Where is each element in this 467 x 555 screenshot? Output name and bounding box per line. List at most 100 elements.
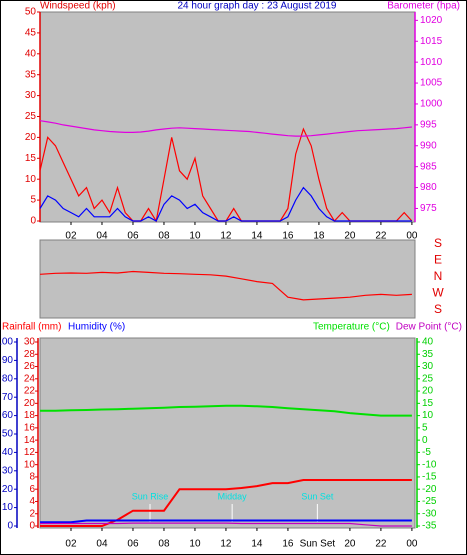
y-tick-label: 1010	[420, 57, 443, 68]
x-tick-label: 08	[158, 231, 170, 242]
series-line	[39, 120, 412, 137]
y-tick-label: 25	[25, 111, 37, 122]
x-tick-label: 12	[220, 539, 232, 550]
x-tick-label: 14	[251, 539, 263, 550]
y-tick-label: -25	[422, 496, 437, 507]
y-tick-label: 1020	[420, 15, 443, 26]
y-tick-label: 30	[25, 90, 37, 101]
series-label: Dew Point (°C)	[396, 322, 462, 333]
y-tick-label: 15	[422, 398, 434, 409]
y-tick-label: N	[434, 269, 443, 283]
x-tick-label: 06	[127, 539, 139, 550]
y-tick-label: 50	[2, 429, 14, 440]
y2-axis-title: Barometer (hpa)	[387, 1, 460, 12]
plot-area	[39, 239, 416, 319]
y-tick-label: 20	[422, 386, 434, 397]
y-tick-label: S	[434, 236, 442, 250]
y-tick-label: 20	[24, 398, 36, 409]
series-line	[39, 186, 412, 222]
y-tick-label: 22	[24, 386, 36, 397]
series-label: Rainfall (mm)	[2, 322, 61, 333]
y-tick-label: 26	[24, 361, 36, 372]
x-tick-label: 20	[344, 539, 356, 550]
y-tick-label: 0	[30, 216, 36, 227]
y-tick-label: 24	[24, 373, 36, 384]
y-tick-label: 990	[420, 140, 437, 151]
y-tick-label: 45	[25, 28, 37, 39]
y-tick-label: 0	[7, 521, 13, 532]
plot-area	[39, 11, 416, 223]
x-tick-label: 18	[313, 231, 325, 242]
x-tick-label: 00	[406, 231, 418, 242]
annotation-label: Midday	[218, 491, 248, 501]
x-tick-label: 14	[251, 231, 263, 242]
y-axis-title: Windspeed (kph)	[40, 1, 116, 12]
y-tick-label: 980	[420, 182, 437, 193]
series-line	[39, 270, 412, 301]
y-tick-label: -5	[422, 447, 431, 458]
annotation-label: Sun Rise	[132, 491, 169, 501]
series-line	[40, 479, 412, 527]
y-tick-label: 80	[2, 373, 14, 384]
plot-area	[39, 337, 416, 529]
x-tick-label: 22	[375, 231, 387, 242]
y-tick-label: 5	[422, 423, 428, 434]
chart-title: 24 hour graph day : 23 August 2019	[177, 1, 336, 12]
y-tick-label: 60	[2, 410, 14, 421]
y-tick-label: 10	[25, 174, 37, 185]
y-tick-label: E	[434, 253, 442, 267]
x-tick-label: 00	[406, 539, 418, 550]
y-tick-label: 10	[24, 459, 36, 470]
x-tick-label: 16	[282, 539, 294, 550]
x-tick-label: 02	[65, 231, 77, 242]
y-tick-label: 995	[420, 120, 437, 131]
y-tick-label: 50	[25, 7, 37, 18]
y-tick-label: 14	[24, 435, 36, 446]
y-tick-label: 30	[24, 337, 36, 348]
y-tick-label: -15	[422, 472, 437, 483]
y-tick-label: 12	[24, 447, 36, 458]
x-tick-label: 10	[189, 231, 201, 242]
y-tick-label: 40	[2, 447, 14, 458]
x-tick-label: 16	[282, 231, 294, 242]
y-tick-label: 40	[422, 337, 434, 348]
x-tick-label: 06	[127, 231, 139, 242]
y-tick-label: 5	[30, 195, 36, 206]
y-tick-label: 1000	[420, 99, 443, 110]
y-tick-label: 985	[420, 161, 437, 172]
x-tick-label: 04	[96, 539, 108, 550]
y-tick-label: 1005	[420, 78, 443, 89]
series-line	[40, 404, 412, 417]
y-tick-label: 18	[24, 410, 36, 421]
series-line	[40, 522, 412, 527]
y-tick-label: 0	[422, 435, 428, 446]
y-tick-label: 2	[29, 508, 35, 519]
y-tick-label: 1015	[420, 36, 443, 47]
y-tick-label: 35	[25, 69, 37, 80]
x-tick-label: 10	[189, 539, 201, 550]
y-tick-label: 6	[29, 484, 35, 495]
y-tick-label: 975	[420, 203, 437, 214]
y-tick-label: -20	[422, 484, 437, 495]
y-tick-label: 16	[24, 423, 36, 434]
x-tick-label: 12	[220, 231, 232, 242]
y-tick-label: 20	[25, 132, 37, 143]
x-tick-label: 04	[96, 231, 108, 242]
y-tick-label: 28	[24, 349, 36, 360]
y-tick-label: -10	[422, 459, 437, 470]
series-label: Temperature (°C)	[313, 322, 390, 333]
y-tick-label: 70	[2, 392, 14, 403]
series-label: Humidity (%)	[68, 322, 125, 333]
x-tick-label: 02	[65, 539, 77, 550]
y-tick-label: -30	[422, 508, 437, 519]
y-tick-label: 35	[422, 349, 434, 360]
annotation-label: Sun Set	[301, 491, 334, 501]
y-tick-label: 30	[422, 361, 434, 372]
y-tick-label: S	[434, 302, 442, 316]
y-tick-label: -35	[422, 521, 437, 532]
x-tick-label: 08	[158, 539, 170, 550]
axis-marker-label: Sun Set	[300, 539, 336, 550]
y-tick-label: 40	[25, 48, 37, 59]
y-tick-label: 10	[2, 502, 14, 513]
